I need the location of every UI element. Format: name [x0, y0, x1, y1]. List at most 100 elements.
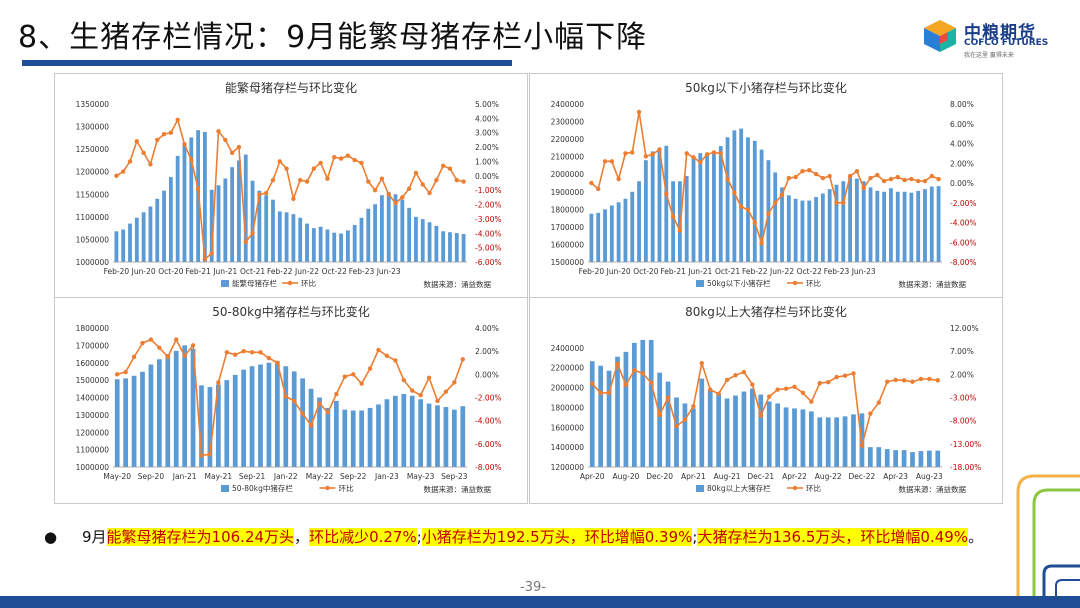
bar — [409, 395, 415, 467]
mom-point — [216, 380, 221, 385]
bar — [868, 187, 873, 262]
mom-point — [366, 179, 371, 184]
bar — [434, 225, 439, 262]
mom-point — [440, 163, 446, 168]
bar — [352, 224, 357, 262]
bar — [623, 198, 628, 262]
bar — [366, 208, 371, 262]
x-tick-label: Dec-20 — [646, 472, 673, 481]
x-tick-label: May-23 — [407, 472, 435, 481]
bullet-dot-icon: ● — [44, 528, 58, 546]
right-axis-tick-label: 4.00% — [475, 114, 499, 123]
bar — [792, 408, 797, 467]
bar — [935, 450, 941, 467]
right-axis-tick-label: 2.00% — [950, 370, 974, 379]
mom-point — [606, 390, 612, 396]
left-axis-tick-label: 2000000 — [551, 170, 585, 179]
legend-line-label: 环比 — [301, 278, 316, 288]
mom-point — [711, 150, 717, 155]
mom-point — [325, 410, 331, 415]
mom-point — [859, 443, 865, 448]
bar — [884, 449, 890, 467]
mom-point — [443, 389, 449, 394]
x-tick-label: Feb-20 — [579, 267, 605, 276]
bar — [630, 191, 635, 262]
bar — [732, 130, 737, 262]
mom-point — [334, 391, 339, 397]
mom-point — [249, 350, 255, 355]
bar — [199, 385, 204, 467]
mom-point — [902, 177, 907, 183]
bar — [895, 191, 900, 262]
x-tick-label: Feb-22 — [267, 267, 293, 276]
mom-point — [674, 424, 679, 429]
mom-point — [704, 152, 710, 157]
summary-large-pig: 大猪存栏为136.5万头，环比增幅0.49% — [697, 528, 969, 546]
mom-point — [393, 358, 398, 363]
bar — [775, 403, 781, 467]
bar — [596, 212, 601, 262]
mom-point — [275, 360, 280, 365]
mom-point — [792, 384, 797, 390]
mom-point — [851, 371, 856, 376]
mom-point — [393, 200, 398, 206]
bar — [936, 186, 941, 262]
mom-point — [418, 392, 423, 398]
bar — [808, 411, 814, 467]
bar — [746, 137, 750, 262]
mom-point — [141, 150, 146, 156]
left-axis-tick-label: 1500000 — [551, 258, 585, 267]
brand-logo: 中粮期货 COFCO FUTURES 我在这里 赢得未来 — [922, 14, 1062, 62]
bar — [308, 388, 314, 467]
bar — [698, 153, 703, 262]
bar — [426, 403, 432, 467]
mom-point — [372, 187, 378, 193]
x-tick-label: Jan-21 — [172, 472, 197, 481]
left-axis-tick-label: 2100000 — [551, 153, 585, 162]
left-axis-tick-label: 1800000 — [551, 403, 585, 412]
mom-point — [657, 147, 662, 152]
bar — [298, 217, 303, 262]
bar — [637, 181, 641, 262]
bar — [441, 231, 446, 262]
mom-point — [733, 373, 738, 378]
right-axis-tick-label: -8.00% — [950, 417, 977, 426]
bar — [699, 378, 705, 467]
bar — [342, 409, 348, 467]
right-axis-tick-label: -6.00% — [475, 258, 502, 267]
mom-point — [875, 172, 880, 178]
mom-point — [630, 150, 635, 155]
legend-bar-swatch — [696, 280, 704, 287]
mom-point — [881, 178, 887, 184]
bar — [889, 188, 893, 262]
mom-point — [766, 211, 771, 216]
mom-point — [207, 452, 213, 457]
mom-point — [623, 151, 628, 156]
x-tick-label: Jan-23 — [374, 472, 399, 481]
right-axis-tick-label: 2.00% — [950, 159, 974, 168]
mom-point — [250, 231, 255, 236]
right-axis-tick-label: 7.00% — [950, 347, 974, 356]
summary-text: 9月能繁母猪存栏为106.24万头，环比减少0.27%;小猪存栏为192.5万头… — [82, 526, 1002, 548]
bar — [121, 229, 126, 262]
bar — [616, 202, 621, 262]
x-tick-label: May-20 — [103, 472, 131, 481]
bar — [134, 217, 139, 262]
mom-point — [263, 190, 269, 196]
bar — [202, 131, 207, 262]
bar — [827, 189, 832, 262]
mom-point — [332, 154, 337, 160]
bar — [393, 194, 398, 262]
bar — [825, 417, 831, 467]
right-axis-tick-label: -2.00% — [475, 394, 502, 403]
bar — [916, 190, 921, 262]
mom-point — [741, 369, 747, 375]
right-axis-tick-label: -13.00% — [950, 440, 981, 449]
bar — [291, 214, 296, 262]
mom-point — [182, 353, 187, 358]
x-tick-label: May-22 — [306, 472, 334, 481]
logo-tagline: 我在这里 赢得未来 — [964, 52, 1014, 59]
bar — [420, 219, 425, 262]
mom-point — [284, 166, 289, 171]
mom-point — [598, 390, 603, 396]
